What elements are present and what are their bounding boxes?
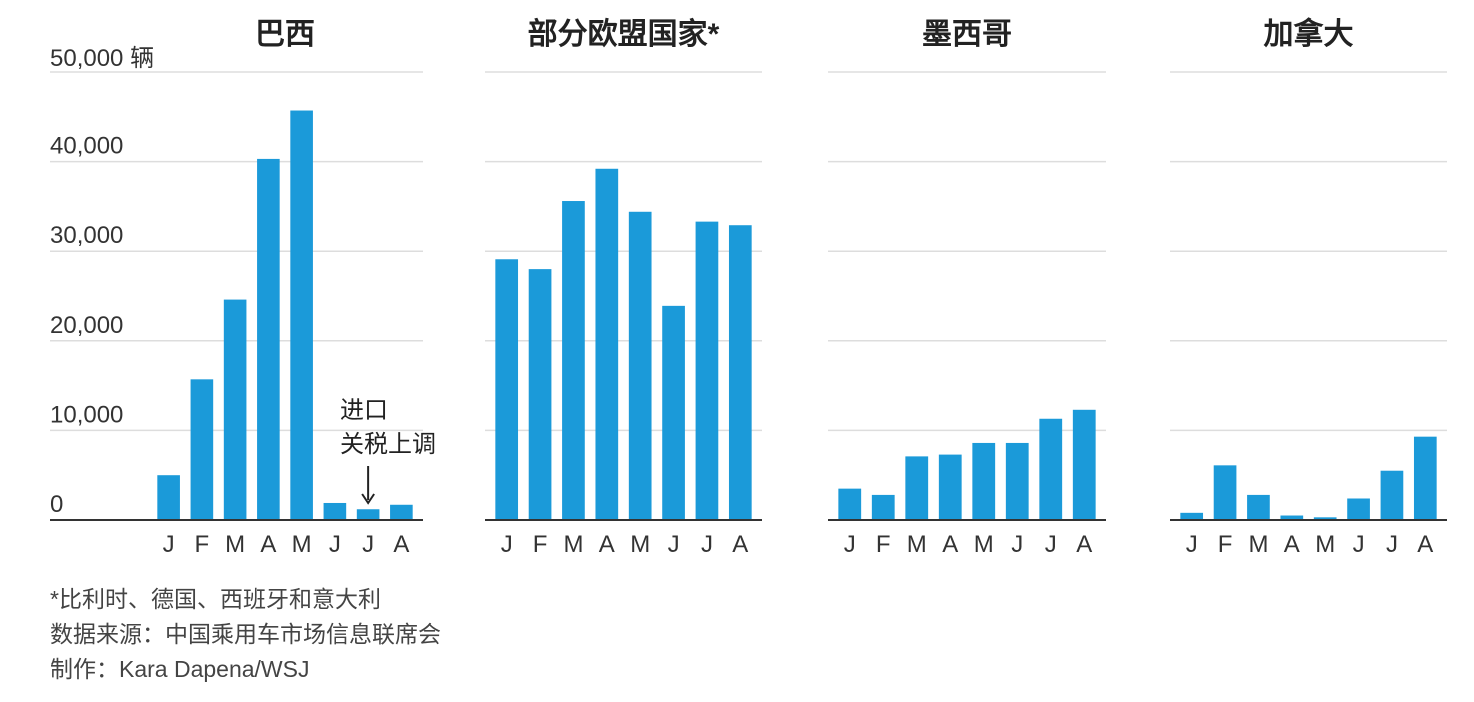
bar [628,211,652,520]
bar [323,502,347,520]
y-tick-label: 40,000 [50,133,123,160]
bar [290,110,313,520]
x-tick-label: F [1218,531,1233,558]
x-tick-label: A [732,531,748,558]
x-tick-label: M [225,531,245,558]
bar [1313,517,1337,520]
bar [390,504,413,520]
bar [1005,442,1029,520]
bar [190,379,214,520]
footnote-countries: *比利时、德国、西班牙和意大利 [50,586,381,612]
bar [1072,409,1096,520]
x-tick-label: J [1045,531,1057,558]
bar [562,201,585,521]
x-tick-label: J [362,531,374,558]
y-tick-label: 30,000 [50,222,123,249]
bar [157,475,180,520]
bar [695,221,719,520]
x-tick-label: M [1315,531,1335,558]
bar [356,509,380,520]
x-tick-label: A [260,531,276,558]
x-tick-label: F [195,531,210,558]
annotation-arrow-head [361,493,375,505]
bar [223,299,247,520]
x-tick-label: J [1186,531,1198,558]
panel-title: 巴西 [255,18,315,51]
x-tick-label: A [393,531,409,558]
bar [1039,418,1063,520]
panel-title: 部分欧盟国家* [528,17,720,51]
x-tick-label: M [974,531,994,558]
x-tick-label: F [533,531,548,558]
x-tick-label: M [563,531,583,558]
bar [662,305,685,520]
x-tick-label: A [1076,531,1092,558]
bar [838,488,862,520]
x-tick-label: M [630,531,650,558]
x-tick-label: J [1386,531,1398,558]
bar [1347,498,1370,520]
bar [972,442,996,520]
data-source: 数据来源：中国乘用车市场信息联席会 [50,621,441,647]
annotation-line-1: 进口 [340,397,388,424]
x-tick-label: J [501,531,513,558]
bar [905,456,929,520]
x-tick-label: J [329,531,341,558]
x-tick-label: J [1353,531,1365,558]
bar [528,269,552,520]
y-tick-label: 0 [50,491,63,518]
x-tick-label: J [1011,531,1023,558]
x-tick-label: M [292,531,312,558]
bar [257,158,280,521]
x-tick-label: J [701,531,713,558]
bar [1180,512,1204,520]
bar [871,494,895,520]
x-tick-label: M [1248,531,1268,558]
y-tick-label: 20,000 [50,312,123,339]
bar [1247,494,1270,520]
bar [1213,465,1237,520]
x-tick-label: F [876,531,891,558]
footnotes: *比利时、德国、西班牙和意大利 数据来源：中国乘用车市场信息联席会 制作：Kar… [50,582,441,687]
credit-line: 制作：Kara Dapena/WSJ [50,656,310,682]
x-tick-label: A [942,531,958,558]
bar [1280,515,1304,520]
bar [595,168,619,520]
y-unit-label: 50,000 辆 [50,45,154,72]
x-tick-label: A [1417,531,1433,558]
panel-title: 墨西哥 [922,18,1012,51]
bar [728,225,752,520]
panel-title: 加拿大 [1264,17,1354,51]
bar [1413,436,1437,520]
x-tick-label: M [907,531,927,558]
x-tick-label: A [1284,531,1300,558]
annotation-line-2: 关税上调 [340,431,436,458]
bar [938,454,962,520]
y-tick-label: 10,000 [50,401,123,428]
x-tick-label: A [599,531,615,558]
bar [495,259,519,520]
x-tick-label: J [844,531,856,558]
bar [1380,470,1404,520]
x-tick-label: J [163,531,175,558]
x-tick-label: J [668,531,680,558]
